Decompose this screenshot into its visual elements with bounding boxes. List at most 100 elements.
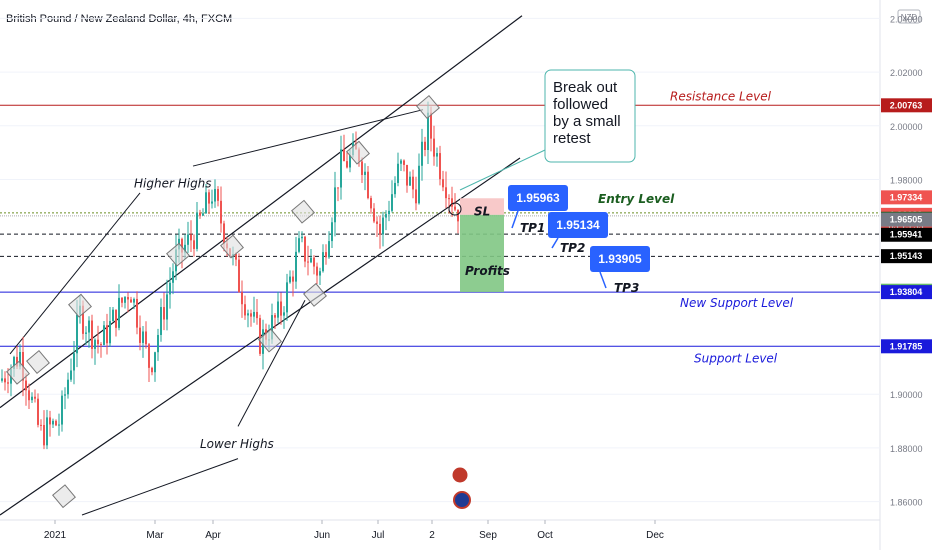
candle-body <box>244 304 246 316</box>
candle-body <box>250 313 252 317</box>
x-tick-label: Oct <box>537 530 553 541</box>
candle-body <box>211 201 213 204</box>
candle-body <box>88 320 90 333</box>
tp-name-label: TP3 <box>614 281 639 295</box>
candle-body <box>256 311 258 319</box>
price-tag <box>881 98 932 113</box>
x-tick-label: Jul <box>372 530 385 541</box>
candle-body <box>124 297 126 303</box>
candle-body <box>223 223 225 244</box>
chart-title: British Pound / New Zealand Dollar, 4h, … <box>6 13 232 25</box>
x-tick-label: Sep <box>479 530 497 541</box>
candle-body <box>238 259 240 293</box>
retest-circle <box>448 202 462 216</box>
tp-value-badge <box>508 185 568 211</box>
candle-body <box>331 222 333 242</box>
candle-body <box>25 380 27 391</box>
nz-flag-icon <box>453 491 471 509</box>
candle-body <box>37 398 39 425</box>
tp-name-label: TP2 <box>560 241 585 255</box>
x-tick-label: Jun <box>314 530 330 541</box>
candle-body <box>427 112 429 151</box>
candle-body <box>31 396 33 401</box>
candle-body <box>202 213 204 216</box>
candle-body <box>406 164 408 186</box>
candle-body <box>154 352 156 373</box>
plot-area[interactable] <box>0 0 880 550</box>
candle-body <box>1 378 3 381</box>
callout-pointer <box>459 149 546 191</box>
candle-body <box>82 305 84 334</box>
candle-body <box>133 298 135 303</box>
price-tag <box>881 190 932 205</box>
candle-body <box>181 238 183 253</box>
price-tag-text: 1.95941 <box>890 230 923 240</box>
candle-body <box>184 244 186 253</box>
support-label: Support Level <box>694 351 778 365</box>
candle-body <box>169 282 171 295</box>
candle-body <box>190 234 192 241</box>
x-tick-label: 2 <box>429 530 435 541</box>
callout-text: Break out followed by a small retest <box>553 79 621 147</box>
candle-body <box>97 339 99 345</box>
time-axis: 2021 Mar Apr Jun Jul 2 Sep Oct Dec <box>44 520 664 541</box>
higher-highs-label: Higher Highs <box>134 177 212 191</box>
candle-body <box>277 301 279 318</box>
candle-body <box>163 307 165 320</box>
position-boxes <box>6 95 504 509</box>
price-tag-text: 1.96505 <box>890 215 923 225</box>
candle-body <box>388 210 390 215</box>
candle-body <box>241 292 243 305</box>
lower-highs-line <box>81 458 239 516</box>
resistance-label: Resistance Level <box>670 89 772 103</box>
candle-body <box>286 282 288 313</box>
candle-body <box>454 206 456 210</box>
tp-value-text: 1.93905 <box>598 252 642 266</box>
new-support-label: New Support Level <box>680 296 794 310</box>
tp-value-badge <box>590 246 650 272</box>
touch-point-box <box>52 484 76 509</box>
annotations: SL Profits Resistance Level Entry Level New … <box>134 69 794 509</box>
candle-body <box>385 214 387 218</box>
candle-body <box>235 254 237 260</box>
stop-loss-box <box>460 198 504 215</box>
candle-body <box>139 327 141 343</box>
candle-body <box>76 314 78 354</box>
candle-body <box>13 356 15 369</box>
candle-body <box>442 179 444 188</box>
touch-point-box <box>6 360 30 385</box>
candle-body <box>100 344 102 346</box>
x-tick-label: Apr <box>205 530 221 541</box>
candle-body <box>343 149 345 162</box>
candle-body <box>328 241 330 258</box>
candle-body <box>208 192 210 204</box>
lower-highs-pointer <box>237 300 306 427</box>
candle-body <box>382 217 384 235</box>
candle-body <box>391 194 393 211</box>
candle-body <box>64 394 66 396</box>
touch-point-box <box>291 199 315 224</box>
candle-body <box>55 420 57 426</box>
candle-body <box>157 334 159 353</box>
candle-body <box>436 153 438 157</box>
candle-body <box>313 257 315 267</box>
y-tick-label: 1.88000 <box>890 444 923 454</box>
y-tick-label: 2.04000 <box>890 14 923 24</box>
candle-body <box>346 161 348 168</box>
x-tick-label: Dec <box>646 530 664 541</box>
callout-box <box>544 69 636 163</box>
y-tick-label: 1.86000 <box>890 498 923 508</box>
candle-body <box>70 370 72 380</box>
price-tag-text: 1.95143 <box>890 251 923 261</box>
candle-body <box>397 163 399 183</box>
candle-body <box>43 425 45 446</box>
candle-body <box>220 200 222 224</box>
touch-point-box <box>258 328 282 353</box>
candle-body <box>94 339 96 349</box>
candle-body <box>349 155 351 168</box>
higher-highs-pointer <box>9 192 141 355</box>
candle-body <box>247 313 249 316</box>
candle-body <box>457 209 459 222</box>
price-tag <box>881 249 932 264</box>
